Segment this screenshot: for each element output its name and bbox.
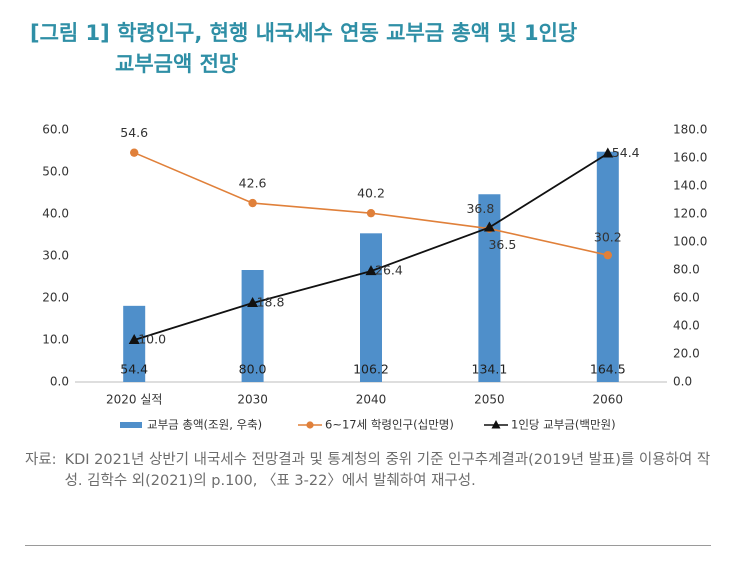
source-text: KDI 2021년 상반기 내국세수 전망결과 및 통계청의 중위 기준 인구추… xyxy=(64,452,711,489)
line-data-label: 26.4 xyxy=(375,263,403,278)
y-right-tick-label: 0.0 xyxy=(673,375,692,389)
y-left-tick-label: 50.0 xyxy=(42,165,69,179)
figure-title: [그림 1] 학령인구, 현행 내국세수 연동 교부금 총액 및 1인당 교부금… xyxy=(30,18,720,80)
line-data-label: 54.4 xyxy=(612,145,640,160)
legend-label: 교부금 총액(조원, 우축) xyxy=(147,418,262,432)
y-left-tick-label: 60.0 xyxy=(42,123,69,137)
y-right-tick-label: 20.0 xyxy=(673,347,700,361)
y-left-tick-label: 10.0 xyxy=(42,333,69,347)
bar-data-label: 80.0 xyxy=(239,362,267,377)
legend-label: 6~17세 학령인구(십만명) xyxy=(325,418,454,432)
y-right-tick-label: 180.0 xyxy=(673,123,707,137)
line-data-label: 10.0 xyxy=(138,332,166,347)
bar-data-label: 134.1 xyxy=(472,362,508,377)
bar-data-label: 106.2 xyxy=(353,362,389,377)
line-point xyxy=(130,148,139,157)
line-data-label: 36.8 xyxy=(466,201,494,216)
y-left-tick-label: 30.0 xyxy=(42,249,69,263)
x-tick-label: 2020 실적 xyxy=(106,393,162,407)
combo-chart: 60.0 50.0 40.0 30.0 20.0 10.0 0.0 180.0 160.0 140… xyxy=(42,123,707,432)
line-data-label: 36.5 xyxy=(488,237,516,252)
y-left-tick-label: 0.0 xyxy=(50,375,69,389)
y-left-tick-label: 20.0 xyxy=(42,291,69,305)
line-point xyxy=(247,297,259,308)
line-point xyxy=(603,250,612,260)
source-label: 자료: xyxy=(25,452,57,468)
line-data-label: 30.2 xyxy=(594,230,622,245)
line-data-label: 42.6 xyxy=(239,176,267,191)
legend-marker xyxy=(491,420,501,429)
y-right-tick-label: 100.0 xyxy=(673,235,707,249)
line-point xyxy=(365,265,377,276)
line-data-label: 18.8 xyxy=(257,295,285,310)
bar xyxy=(478,194,501,382)
y-right-tick-label: 60.0 xyxy=(673,291,700,305)
line-data-label: 40.2 xyxy=(357,186,385,201)
line-point xyxy=(366,208,376,218)
x-tick-label: 2050 xyxy=(474,393,505,407)
bottom-divider xyxy=(25,545,711,546)
bar xyxy=(596,151,619,382)
bar-data-label: 54.4 xyxy=(120,362,148,377)
source-note: 자료: KDI 2021년 상반기 내국세수 전망결과 및 통계청의 중위 기준… xyxy=(25,450,715,492)
y-right-tick-label: 140.0 xyxy=(673,179,707,193)
line-point xyxy=(128,334,140,344)
line-point xyxy=(483,221,495,232)
legend-swatch xyxy=(120,422,142,428)
bar-data-label: 164.5 xyxy=(590,362,626,377)
x-tick-label: 2060 xyxy=(593,393,624,407)
bar xyxy=(241,270,264,382)
x-tick-label: 2040 xyxy=(356,393,387,407)
line-data-label: 54.6 xyxy=(120,125,148,140)
y-right-tick-label: 40.0 xyxy=(673,319,700,333)
y-right-tick-label: 80.0 xyxy=(673,263,700,277)
y-right-tick-label: 120.0 xyxy=(673,207,707,221)
line-point xyxy=(602,147,614,158)
legend-marker xyxy=(306,421,314,429)
bar xyxy=(360,233,382,382)
line-point xyxy=(248,198,257,208)
y-right-tick-label: 160.0 xyxy=(673,151,707,165)
figure-title-line1: [그림 1] 학령인구, 현행 내국세수 연동 교부금 총액 및 1인당 xyxy=(30,21,578,45)
y-left-tick-label: 40.0 xyxy=(42,207,69,221)
legend-label: 1인당 교부금(백만원) xyxy=(511,418,616,432)
figure-title-line2: 교부금액 전망 xyxy=(115,52,239,76)
x-tick-label: 2030 xyxy=(237,393,268,407)
